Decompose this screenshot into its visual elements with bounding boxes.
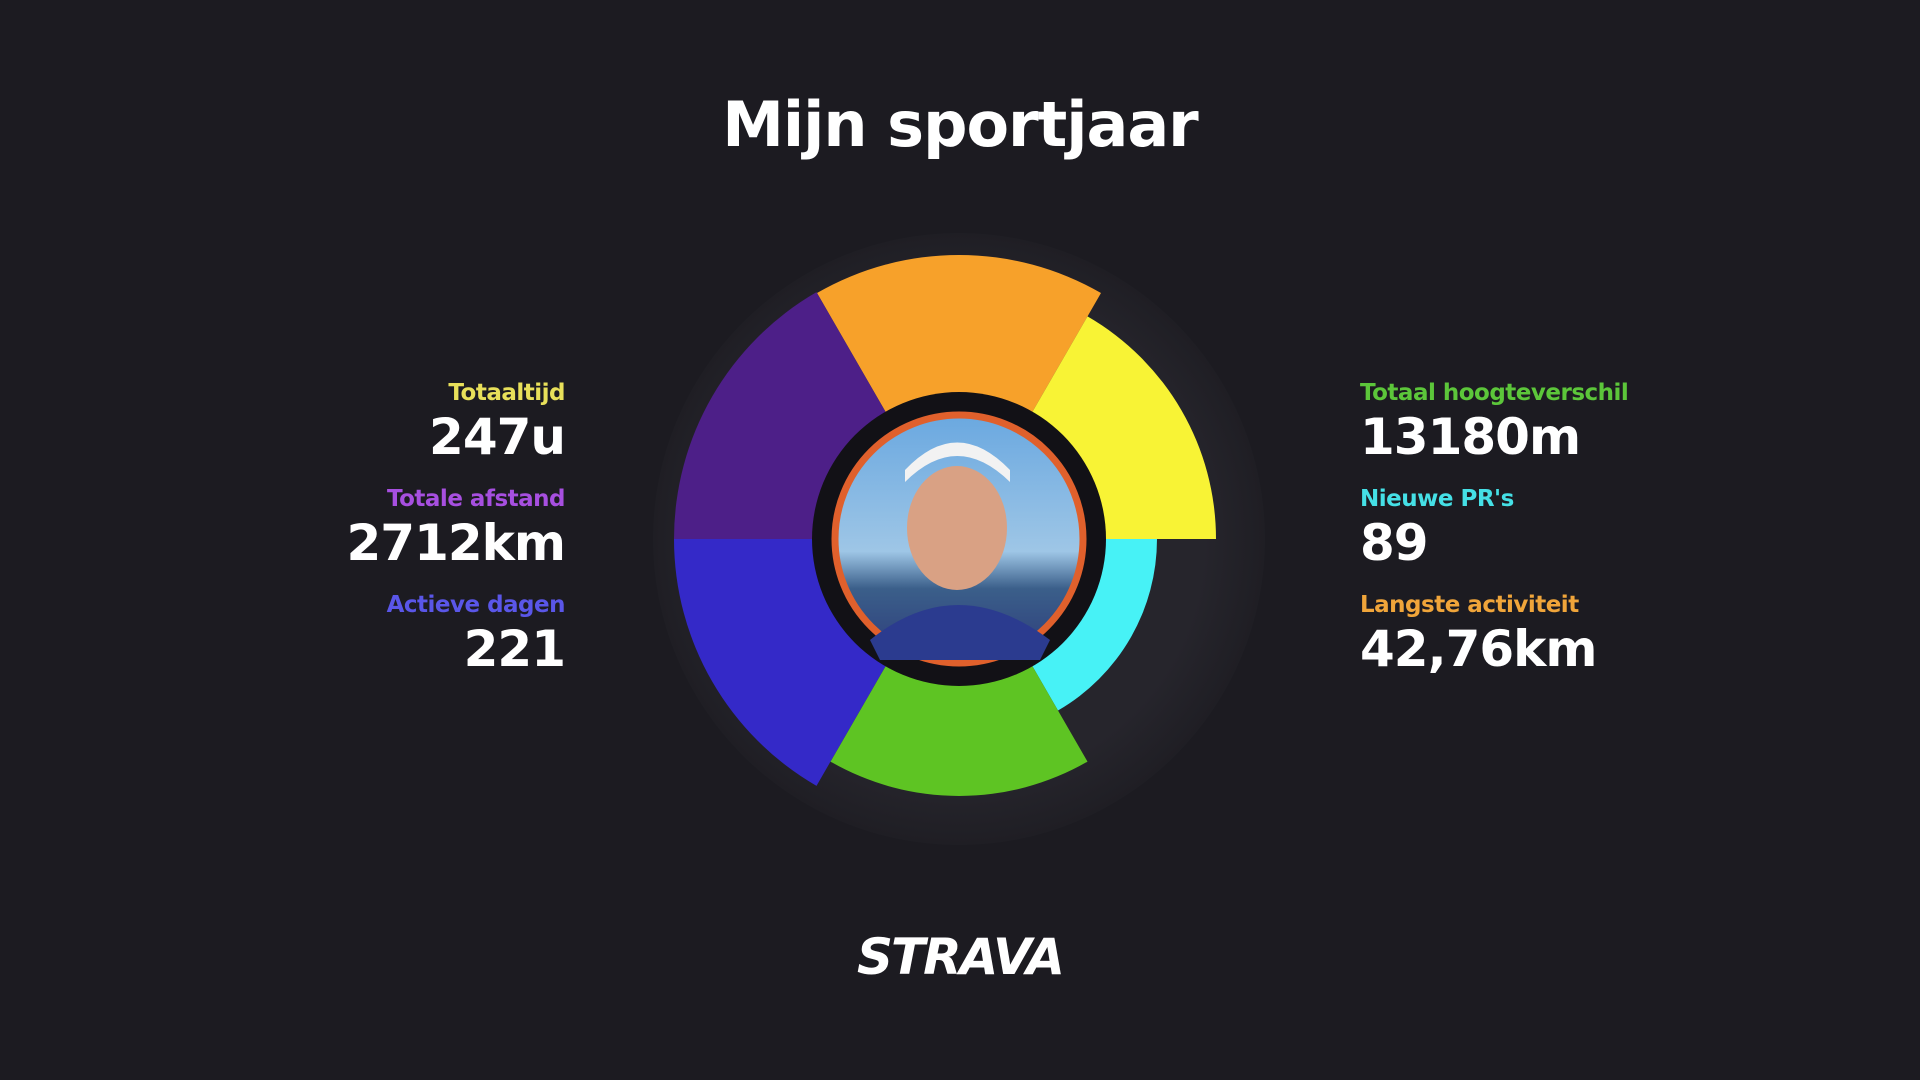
stats-left: Totaaltijd 247u Totale afstand 2712km Actiev… (65, 380, 566, 698)
wedge (674, 292, 889, 539)
stat-label: Nieuwe PR's (1360, 486, 1514, 512)
stat-label: Totale afstand (386, 486, 566, 512)
wedge (674, 539, 889, 786)
stat-value: 42,76km (1360, 620, 1598, 678)
stat-value: 2712km (346, 514, 566, 572)
wedge (1029, 539, 1157, 711)
wedge (830, 660, 1088, 796)
photo-face (907, 466, 1007, 590)
stat: Totaal hoogteverschil 13180m (1360, 380, 1860, 486)
stat-value: 221 (463, 620, 566, 678)
stat-label: Totaal hoogteverschil (1360, 380, 1629, 406)
photo-shirt (870, 605, 1050, 660)
wedges (674, 254, 1216, 796)
stat: Nieuwe PR's 89 (1360, 486, 1860, 592)
title: Mijn sportjaar (722, 88, 1199, 161)
stat: Actieve dagen 221 (65, 592, 566, 698)
stat-label: Actieve dagen (386, 592, 566, 618)
stat-label: Totaaltijd (448, 380, 565, 406)
stat-value: 89 (1360, 514, 1429, 572)
stat-value: 247u (429, 408, 566, 466)
wedge (817, 254, 1101, 418)
logo: STRAVA (857, 928, 1065, 986)
stats-right: Totaal hoogteverschil 13180m Nieuwe PR's 89… (1360, 380, 1860, 698)
wedge (1029, 316, 1216, 539)
stat-value: 13180m (1360, 408, 1581, 466)
stat: Totaaltijd 247u (65, 380, 566, 486)
stat: Langste activiteit 42,76km (1360, 592, 1860, 698)
stat: Totale afstand 2712km (65, 486, 566, 592)
stat-label: Langste activiteit (1360, 592, 1579, 618)
photo-cap (905, 442, 1010, 482)
